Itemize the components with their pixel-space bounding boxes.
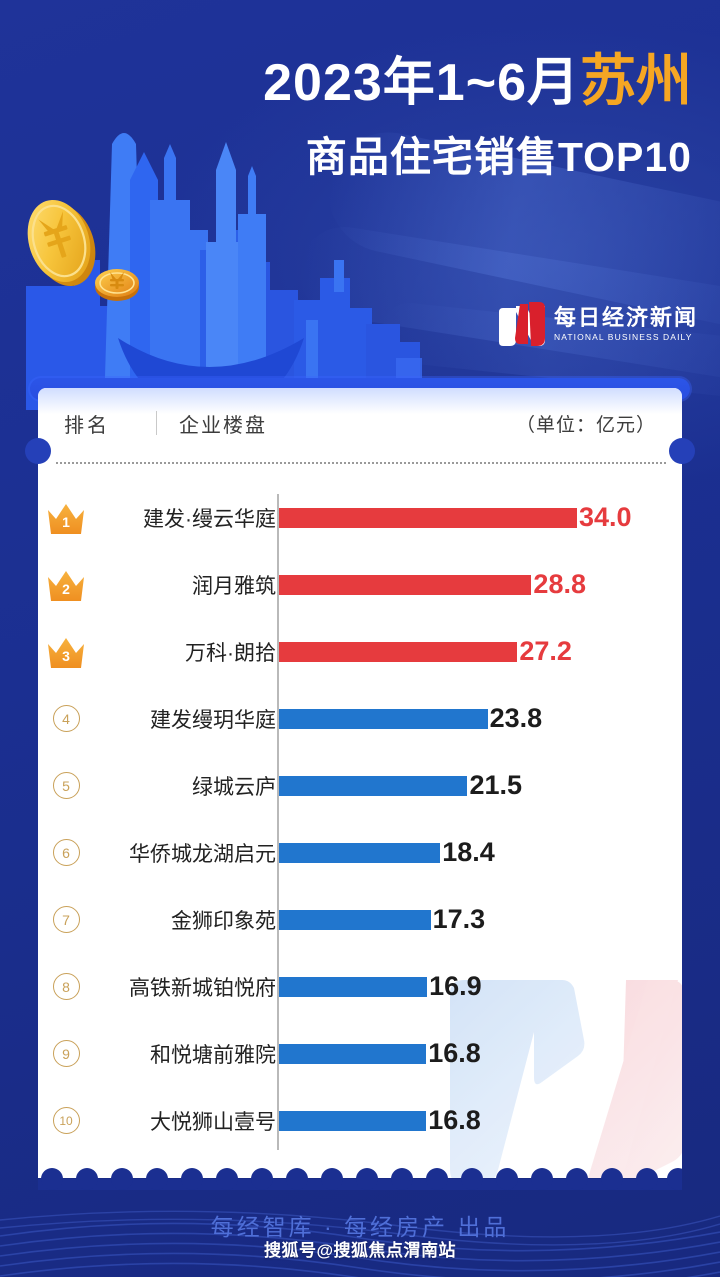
header-divider: [156, 411, 157, 435]
project-name: 大悦狮山壹号: [150, 1110, 276, 1134]
rank-number: 2: [62, 581, 70, 597]
value-bar: [279, 708, 488, 729]
value-bar: [279, 1043, 427, 1064]
brand-name-en: NATIONAL BUSINESS DAILY: [553, 332, 693, 342]
rank-number: 1: [62, 514, 70, 530]
value-label: 17.3: [432, 904, 486, 934]
value-label: 21.5: [469, 770, 522, 800]
page-subtitle: 商品住宅销售TOP10: [305, 133, 692, 180]
coin-yuan-icon: [95, 269, 139, 301]
ranking-rows: 1 建发·缦云华庭 34.0 2 润月雅筑 28.8 3 万科·朗拾 27.2 4 建发缦玥华庭 23…: [38, 484, 682, 1154]
nbd-logo-icon: [498, 302, 545, 346]
card-notch-left: [25, 438, 51, 464]
ranking-row: 8 高铁新城铂悦府 16.9: [38, 953, 682, 1020]
card-notch-right: [669, 438, 695, 464]
ranking-row: 6 华侨城龙湖启元 18.4: [38, 819, 682, 886]
chart-axis-line: [277, 494, 279, 1150]
project-name: 和悦塘前雅院: [150, 1043, 276, 1067]
value-bar: [279, 842, 441, 863]
title-city: 苏州: [580, 49, 692, 112]
column-header-name: 企业楼盘: [179, 414, 267, 437]
nbd-watermark-icon: [450, 980, 682, 1178]
rank-cell: 10: [38, 1107, 94, 1134]
bar-cell: 16.9: [278, 971, 682, 1002]
value-bar: [279, 775, 468, 796]
column-header-unit: （单位：亿元）: [515, 414, 656, 436]
ranking-row: 7 金狮印象苑 17.3: [38, 886, 682, 953]
rank-badge: 5: [52, 772, 80, 799]
value-label: 27.2: [519, 636, 572, 666]
bar-cell: 28.8: [278, 569, 682, 600]
coin-yuan-icon: [27, 199, 96, 287]
ranking-row: 5 绿城云庐 21.5: [38, 752, 682, 819]
bar-cell: 16.8: [278, 1038, 682, 1069]
bar-cell: 21.5: [278, 770, 682, 801]
value-label: 23.8: [489, 703, 543, 733]
ranking-row: 4 建发缦玥华庭 23.8: [38, 685, 682, 752]
rank-cell: 2: [38, 568, 94, 601]
rank-badge: 10: [52, 1107, 80, 1134]
project-name: 万科·朗拾: [185, 641, 276, 665]
bar-cell: 27.2: [278, 636, 682, 667]
dotted-divider: [56, 462, 666, 464]
value-label: 18.4: [442, 837, 495, 867]
rank-badge: 9: [52, 1040, 80, 1067]
card-body: 排名 企业楼盘 （单位：亿元） 1 建发·缦云华庭 34.0 2 润月雅筑 28.8 3 万科…: [38, 388, 682, 1178]
card-scalloped-edge: [38, 1168, 682, 1190]
title-year-range: 2023年1~6月: [263, 54, 580, 112]
rank-cell: 3: [38, 635, 94, 668]
project-name: 建发·缦云华庭: [143, 507, 276, 531]
rank-cell: 7: [38, 906, 94, 933]
value-label: 16.8: [428, 1038, 481, 1068]
value-bar: [279, 574, 532, 595]
crown-icon: 2: [46, 568, 86, 601]
ranking-row: 2 润月雅筑 28.8: [38, 551, 682, 618]
bar-cell: 23.8: [278, 703, 682, 734]
project-name: 绿城云庐: [192, 775, 276, 799]
crown-icon: 1: [46, 501, 86, 534]
table-header-row: 排名 企业楼盘 （单位：亿元）: [38, 388, 682, 444]
rank-badge: 8: [52, 973, 80, 1000]
bar-cell: 34.0: [278, 502, 682, 533]
rank-cell: 5: [38, 772, 94, 799]
bar-cell: 18.4: [278, 837, 682, 868]
page-title: 2023年1~6月苏州: [0, 49, 692, 112]
rank-badge: 4: [52, 705, 80, 732]
project-name: 建发缦玥华庭: [150, 708, 276, 732]
value-bar: [279, 909, 431, 930]
rank-cell: 4: [38, 705, 94, 732]
value-label: 34.0: [579, 502, 632, 532]
crown-icon: 3: [46, 635, 86, 668]
ranking-row: 9 和悦塘前雅院 16.8: [38, 1020, 682, 1087]
value-label: 16.9: [429, 971, 482, 1001]
project-name: 润月雅筑: [192, 574, 276, 598]
brand-logo: 每日经济新闻 NATIONAL BUSINESS DAILY: [498, 302, 698, 346]
value-label: 28.8: [533, 569, 586, 599]
rank-badge: 6: [52, 839, 80, 866]
project-name: 高铁新城铂悦府: [129, 976, 276, 1000]
rank-cell: 6: [38, 839, 94, 866]
rank-cell: 1: [38, 501, 94, 534]
ranking-row: 1 建发·缦云华庭 34.0: [38, 484, 682, 551]
value-label: 16.8: [428, 1105, 481, 1135]
project-name: 华侨城龙湖启元: [129, 842, 276, 866]
value-bar: [279, 1110, 427, 1131]
brand-name-cn: 每日经济新闻: [553, 304, 698, 330]
bar-cell: 16.8: [278, 1105, 682, 1136]
sohu-watermark: 搜狐号@搜狐焦点渭南站: [263, 1241, 457, 1260]
bar-cell: 17.3: [278, 904, 682, 935]
rank-number: 3: [62, 648, 70, 664]
project-name: 金狮印象苑: [171, 909, 276, 933]
rank-cell: 9: [38, 1040, 94, 1067]
ranking-row: 10 大悦狮山壹号 16.8: [38, 1087, 682, 1154]
value-bar: [279, 976, 428, 997]
value-bar: [279, 507, 577, 528]
ranking-row: 3 万科·朗拾 27.2: [38, 618, 682, 685]
rank-badge: 7: [52, 906, 80, 933]
title-block: 2023年1~6月苏州 商品住宅销售TOP10: [0, 49, 720, 183]
value-bar: [279, 641, 518, 662]
rank-cell: 8: [38, 973, 94, 1000]
column-header-rank: 排名: [64, 414, 110, 437]
